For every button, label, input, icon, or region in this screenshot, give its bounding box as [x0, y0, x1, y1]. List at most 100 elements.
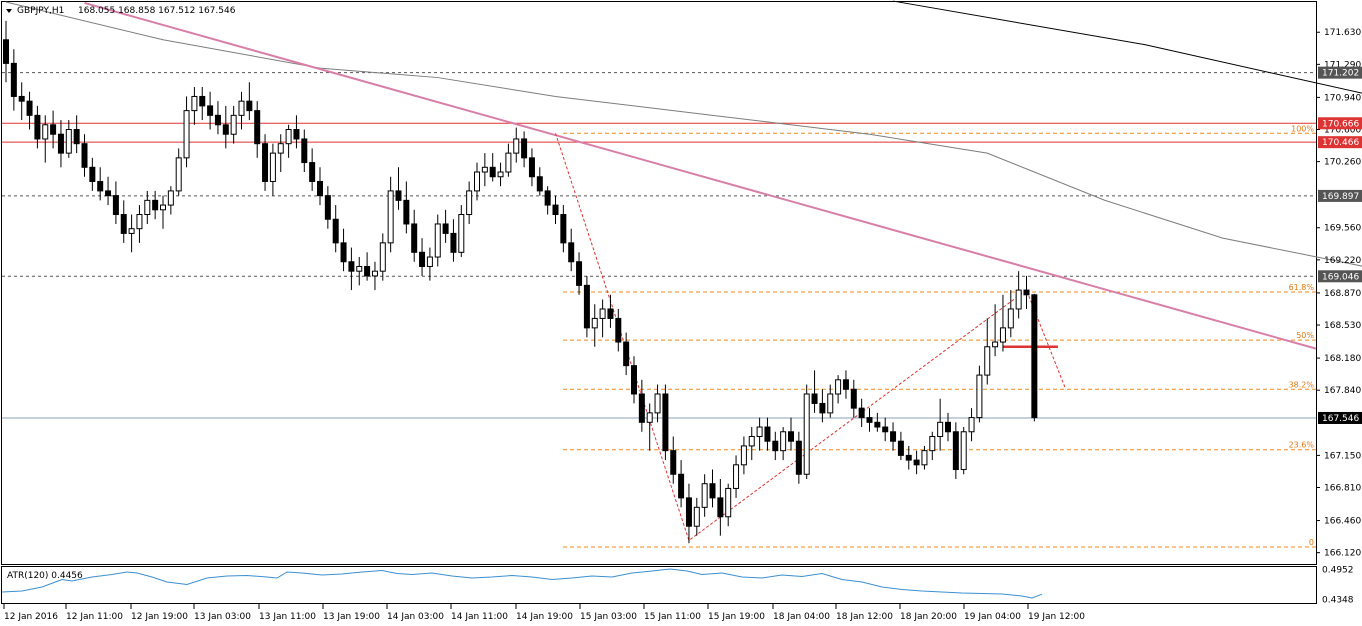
trendline-group — [84, 1, 1317, 542]
price-tag-background — [1318, 270, 1362, 283]
candle-body — [685, 497, 692, 527]
candle-body — [693, 506, 700, 527]
price-tag-background — [1318, 136, 1362, 149]
slow-moving-average-line — [892, 0, 1362, 94]
candle-body — [10, 62, 17, 97]
candle-body — [795, 440, 802, 475]
candle-body — [105, 190, 112, 197]
fib-level-label: 50% — [1296, 331, 1314, 340]
candle-body — [128, 228, 135, 234]
candle-body — [3, 39, 9, 64]
candle-body — [615, 317, 622, 343]
price-tag-background — [1318, 411, 1362, 424]
candle-body — [269, 152, 276, 182]
candle-body — [254, 110, 261, 145]
candle-body — [1031, 294, 1038, 419]
fibonacci-levels: 100% 61.8% 50% 38.2% 23.6% 0 — [563, 124, 1316, 548]
candle-body — [607, 308, 614, 319]
price-tick-label: 168.180 — [1324, 354, 1361, 364]
time-axis: 12 Jan 2016 12 Jan 11:00 12 Jan 19:00 13 Ja… — [3, 604, 1085, 622]
time-tick-label: 14 Jan 11:00 — [451, 612, 508, 622]
candle-body — [419, 251, 426, 267]
price-tick-label: 168.530 — [1324, 321, 1361, 331]
candle-body — [827, 393, 834, 414]
candle-body — [474, 171, 480, 192]
candle-body — [1015, 289, 1022, 310]
candle-body — [262, 143, 269, 182]
candle-body — [42, 124, 49, 140]
candle-body — [403, 199, 410, 225]
fib-level-label: 23.6% — [1289, 441, 1315, 450]
candle-body — [599, 308, 606, 319]
candle-body — [536, 176, 543, 192]
candle-body — [890, 431, 897, 442]
candle-body — [458, 214, 465, 253]
horizontal-lines — [2, 72, 1316, 419]
candle-body — [120, 214, 127, 234]
candle-body — [277, 143, 284, 154]
candle-body — [945, 421, 951, 433]
candle-body — [803, 393, 810, 475]
candle-body — [568, 242, 575, 263]
candle-body — [379, 242, 386, 272]
candle-body — [364, 265, 371, 277]
candle-body — [246, 100, 253, 112]
candle-body — [654, 393, 661, 414]
candle-body — [552, 204, 559, 216]
candle-body — [160, 204, 166, 211]
candle-body — [709, 483, 716, 499]
candle-body — [144, 199, 151, 216]
candle-body — [356, 265, 363, 272]
candle-body — [505, 152, 512, 173]
candle-body — [976, 374, 983, 419]
price-tag-label: 167.546 — [1322, 414, 1359, 424]
candle-body — [882, 426, 889, 433]
time-tick-label: 18 Jan 04:00 — [773, 612, 830, 622]
candle-body — [238, 100, 245, 116]
chart-ohlc-label: 168.055 168.858 167.512 167.546 — [78, 6, 236, 16]
candle-body — [18, 95, 25, 102]
candle-body — [968, 417, 975, 433]
price-tag-background — [1318, 117, 1362, 130]
candle-body — [340, 242, 347, 263]
time-tick-label: 12 Jan 19:00 — [131, 612, 188, 622]
price-tag-label: 170.466 — [1322, 138, 1359, 148]
zigzag-dashed-line — [555, 133, 1067, 542]
price-tag-background — [1318, 189, 1362, 202]
candle-body — [34, 114, 41, 140]
candle-body — [576, 261, 583, 286]
candle-body — [623, 341, 630, 367]
candle-body — [952, 431, 959, 471]
time-tick-label: 14 Jan 03:00 — [387, 612, 444, 622]
candle-body — [50, 124, 57, 135]
price-tick-label: 170.260 — [1324, 158, 1361, 168]
candle-body — [811, 393, 818, 404]
candle-body — [521, 138, 528, 159]
candle-body — [772, 440, 779, 452]
atr-line — [1, 568, 1043, 599]
price-tick-label: 167.150 — [1324, 451, 1361, 461]
fib-level-label: 100% — [1291, 124, 1314, 133]
candle-body — [513, 138, 520, 154]
candle-body — [913, 459, 920, 466]
candle-body — [678, 473, 685, 499]
descending-trendline — [84, 1, 1317, 350]
time-tick-label: 19 Jan 04:00 — [964, 612, 1021, 622]
candle-body — [395, 190, 402, 201]
price-tag-label: 170.666 — [1322, 119, 1359, 129]
candle-body — [199, 95, 206, 107]
atr-tick-label: 0.4952 — [1322, 565, 1354, 575]
fib-level-label: 0 — [1309, 538, 1314, 547]
time-tick-label: 19 Jan 12:00 — [1028, 612, 1085, 622]
price-tick-label: 170.940 — [1324, 93, 1361, 103]
candle-body — [631, 365, 637, 395]
time-tick-label: 14 Jan 19:00 — [516, 612, 573, 622]
price-tags: 171.202 170.666 170.466 169.897 169.046 167.5… — [1318, 66, 1362, 424]
candle-body — [1023, 289, 1030, 296]
candle-body — [222, 124, 229, 135]
atr-series: 0.4952 0.4348 — [1, 565, 1354, 606]
time-tick-label: 13 Jan 19:00 — [323, 612, 380, 622]
candle-body — [26, 100, 33, 116]
chart-menu-icon[interactable] — [6, 9, 12, 13]
